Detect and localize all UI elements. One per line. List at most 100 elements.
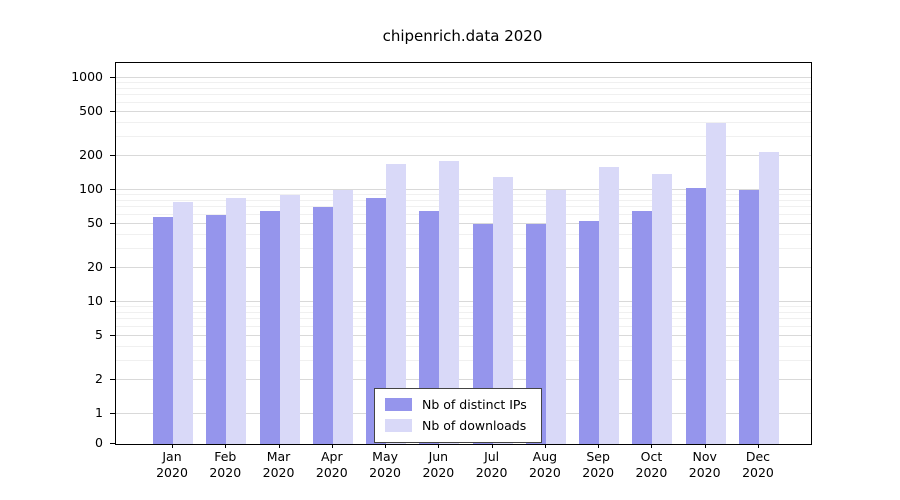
gridline (116, 87, 811, 89)
bar-feb-distinct-ips (206, 214, 227, 444)
bar-jan-downloads (173, 202, 193, 444)
gridline (116, 121, 811, 123)
y-axis-tick-mark (110, 443, 115, 444)
x-axis-tick-label: Jun 2020 (406, 449, 470, 482)
bar-feb-downloads (226, 197, 247, 444)
gridline (116, 194, 811, 196)
x-tick-year: 2020 (262, 465, 295, 481)
x-axis-tick-label: Sep 2020 (566, 449, 630, 482)
gridline (116, 301, 811, 302)
bar-apr-distinct-ips (312, 207, 333, 444)
gridline (116, 189, 811, 190)
legend: Nb of distinct IPs Nb of downloads (374, 388, 542, 443)
x-tick-year: 2020 (582, 465, 615, 481)
x-axis-tick-mark (278, 444, 280, 448)
x-axis-tick-label: Jul 2020 (460, 449, 524, 482)
x-axis-tick-mark (331, 444, 333, 448)
x-tick-month: Jul (484, 449, 500, 464)
x-axis-tick-mark (172, 444, 173, 448)
gridline (116, 82, 811, 84)
x-tick-month: Apr (320, 449, 343, 464)
bar-aug-downloads (545, 190, 566, 444)
x-tick-year: 2020 (688, 465, 721, 481)
bar-oct-downloads (652, 173, 673, 444)
y-axis-tick-mark (110, 77, 115, 78)
bar-apr-downloads (332, 190, 353, 444)
x-axis-tick-mark (385, 444, 387, 448)
y-axis-tick-mark (110, 301, 115, 302)
gridline (116, 101, 811, 103)
x-axis-tick-label: Oct 2020 (619, 449, 683, 482)
y-axis-tick-label: 1000 (71, 69, 103, 84)
y-axis-tick-mark (110, 413, 115, 414)
gridline (116, 247, 811, 249)
legend-item-distinct-ips: Nb of distinct IPs (385, 397, 527, 412)
bar-mar-downloads (279, 195, 300, 444)
bar-dec-downloads (758, 151, 779, 444)
x-axis-tick-mark (544, 444, 546, 448)
x-tick-year: 2020 (209, 465, 242, 481)
gridline (116, 155, 811, 157)
y-axis-tick-mark (110, 110, 115, 112)
gridline (116, 267, 811, 269)
gridline (116, 94, 811, 96)
x-tick-month: Sep (586, 449, 610, 464)
x-tick-year: 2020 (742, 465, 774, 481)
gridline (116, 306, 811, 308)
x-tick-month: Jan (162, 449, 182, 464)
x-axis-tick-mark (438, 444, 440, 448)
y-axis-tick-label: 50 (87, 214, 103, 230)
legend-swatch-distinct-ips (385, 398, 412, 411)
y-axis-tick-mark (110, 155, 115, 157)
bar-jun-distinct-ips (419, 210, 440, 444)
y-axis-tick-mark (110, 334, 115, 336)
x-axis-tick-label: Nov 2020 (673, 449, 737, 482)
legend-label-distinct-ips: Nb of distinct IPs (422, 397, 527, 412)
y-axis-tick-label: 200 (79, 147, 103, 163)
x-tick-year: 2020 (422, 465, 455, 481)
x-axis-tick-label: May 2020 (353, 449, 417, 482)
gridline (116, 233, 811, 235)
x-axis-tick-label: Apr 2020 (300, 449, 364, 482)
x-axis-tick-mark (704, 444, 706, 448)
gridline (116, 345, 811, 347)
y-axis-tick-mark (110, 222, 115, 224)
bar-sep-distinct-ips (579, 220, 600, 444)
x-tick-month: Nov (692, 449, 717, 464)
x-tick-month: Mar (266, 449, 291, 464)
x-axis-tick-mark (225, 444, 227, 448)
bar-sep-downloads (599, 166, 620, 444)
gridline (116, 311, 811, 313)
x-tick-month: Aug (532, 449, 558, 464)
x-axis-tick-label: Feb 2020 (193, 449, 257, 482)
bar-mar-distinct-ips (259, 210, 280, 444)
gridline (116, 206, 811, 208)
x-tick-year: 2020 (475, 465, 508, 481)
y-axis-tick-label: 500 (79, 102, 103, 118)
gridline (116, 199, 811, 201)
x-axis-tick-mark (651, 444, 653, 448)
y-axis-tick-mark (110, 189, 115, 190)
gridline (116, 135, 811, 137)
x-axis-tick-mark (598, 444, 600, 448)
y-axis-tick-label: 2 (95, 371, 103, 387)
x-tick-year: 2020 (369, 465, 401, 481)
bar-nov-downloads (705, 122, 726, 444)
bar-jun-downloads (439, 161, 460, 444)
y-axis-tick-mark (110, 379, 115, 381)
x-tick-year: 2020 (156, 465, 188, 481)
gridline (116, 213, 811, 215)
x-tick-month: Dec (745, 449, 771, 464)
y-axis-tick-label: 5 (95, 326, 103, 342)
x-tick-month: Feb (214, 449, 237, 464)
chart-title: chipenrich.data 2020 (382, 27, 543, 45)
bar-jan-distinct-ips (153, 217, 173, 444)
x-axis-tick-label: Dec 2020 (726, 449, 790, 482)
x-tick-month: Oct (640, 449, 663, 464)
y-axis-tick-label: 100 (79, 181, 103, 196)
gridline (116, 77, 811, 78)
y-axis-tick-label: 20 (87, 259, 103, 275)
x-tick-year: 2020 (528, 465, 561, 481)
x-axis-tick-label: Jan 2020 (140, 449, 204, 482)
